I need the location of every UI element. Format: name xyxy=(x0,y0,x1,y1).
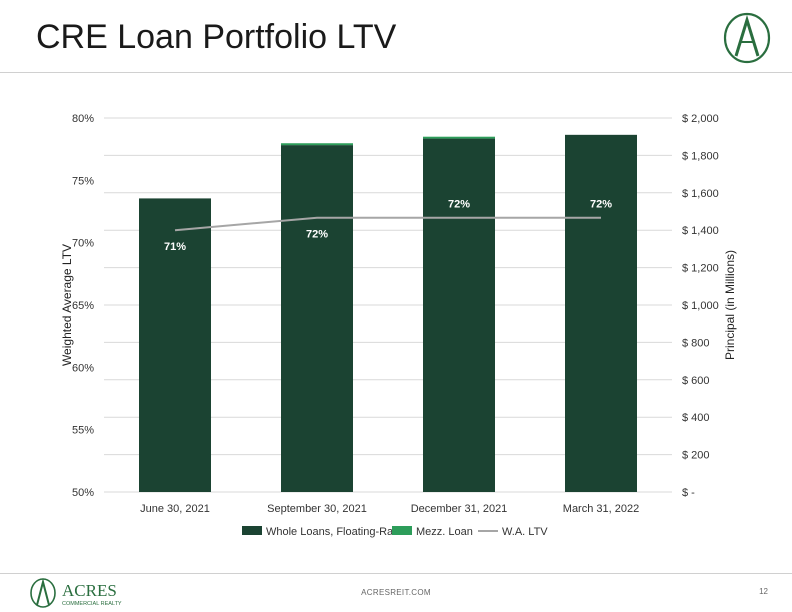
bar-mezz-loan xyxy=(281,143,353,146)
right-tick-label: $ 1,400 xyxy=(682,225,719,237)
right-tick-label: $ 200 xyxy=(682,450,710,462)
category-label: September 30, 2021 xyxy=(267,503,367,515)
right-tick-label: $ 2,000 xyxy=(682,113,719,125)
right-tick-label: $ 400 xyxy=(682,412,710,424)
page-title: CRE Loan Portfolio LTV xyxy=(36,18,397,56)
footer-url: ACRESREIT.COM xyxy=(361,588,431,597)
legend-label: W.A. LTV xyxy=(502,526,548,538)
right-tick-label: $ 1,600 xyxy=(682,188,719,200)
left-tick-label: 70% xyxy=(72,238,94,250)
left-tick-label: 55% xyxy=(72,425,94,437)
left-axis-title: Weighted Average LTV xyxy=(60,244,74,366)
right-tick-label: $ 1,000 xyxy=(682,300,719,312)
page-number: 12 xyxy=(759,587,768,596)
wa-ltv-data-label: 72% xyxy=(448,199,470,211)
wa-ltv-data-label: 72% xyxy=(590,199,612,211)
right-tick-label: $ 800 xyxy=(682,337,710,349)
category-label: June 30, 2021 xyxy=(140,503,210,515)
left-tick-label: 50% xyxy=(72,487,94,499)
legend-swatch xyxy=(392,526,412,535)
right-tick-label: $ 1,800 xyxy=(682,150,719,162)
footer-logo-text: ACRES xyxy=(62,581,117,600)
header-divider xyxy=(0,72,792,73)
ltv-chart: 50% 55% 60% 65% 70% 75% 80% $ - $ 200 $ 400 $ 600 $… xyxy=(60,113,737,538)
wa-ltv-line xyxy=(174,216,601,232)
footer-logo-subtext: COMMERCIAL REALTY xyxy=(62,601,122,607)
legend-label: Whole Loans, Floating-Rate xyxy=(266,526,402,538)
bar-whole-loans xyxy=(281,145,353,493)
legend-swatch xyxy=(242,526,262,535)
left-tick-label: 65% xyxy=(72,300,94,312)
bar-whole-loans xyxy=(423,138,495,492)
bar-mezz-loan xyxy=(423,136,495,139)
acres-logo-icon xyxy=(723,12,771,64)
right-tick-label: $ - xyxy=(682,487,695,499)
right-axis-title: Principal (in Millions) xyxy=(723,250,737,360)
left-tick-label: 60% xyxy=(72,362,94,374)
category-label: March 31, 2022 xyxy=(563,503,639,515)
legend-label: Mezz. Loan xyxy=(416,526,473,538)
acres-footer-logo: ACRES COMMERCIAL REALTY xyxy=(30,578,122,608)
left-tick-label: 75% xyxy=(72,175,94,187)
footer-divider xyxy=(0,573,792,574)
left-tick-label: 80% xyxy=(72,113,94,125)
bar-whole-loans xyxy=(139,198,211,492)
wa-ltv-data-label: 71% xyxy=(164,241,186,253)
right-tick-label: $ 1,200 xyxy=(682,263,719,275)
category-label: December 31, 2021 xyxy=(411,503,508,515)
bar-whole-loans xyxy=(565,134,637,492)
right-tick-label: $ 600 xyxy=(682,375,710,387)
wa-ltv-data-label: 72% xyxy=(306,229,328,241)
